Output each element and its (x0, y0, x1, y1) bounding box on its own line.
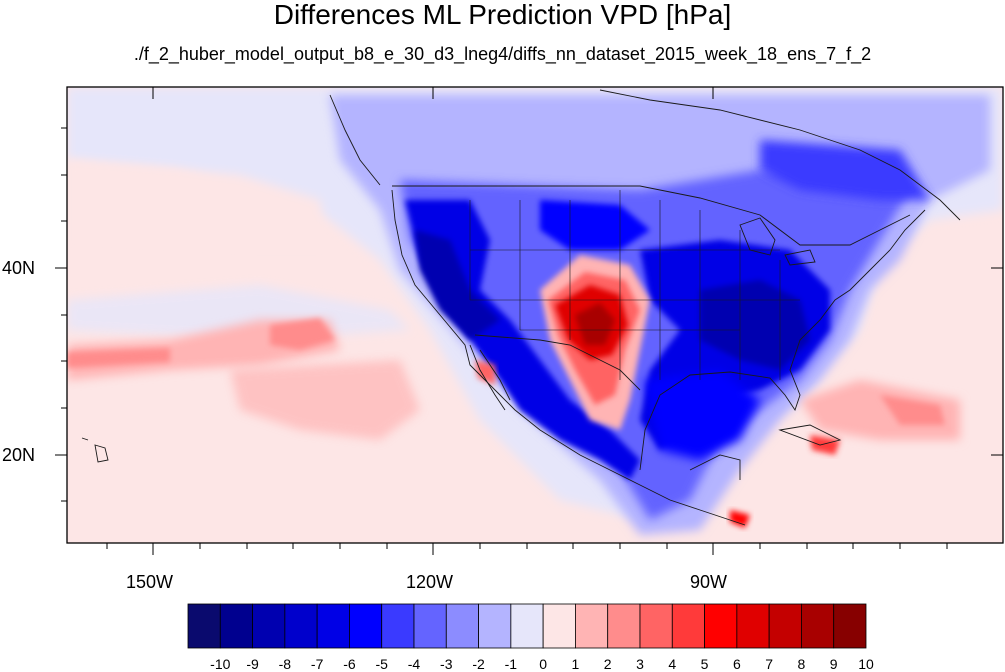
colorbar-swatch (736, 603, 770, 649)
hawaii (81, 437, 109, 463)
us-mexico-border (474, 334, 641, 391)
colorbar-swatch (639, 603, 673, 649)
cuba (778, 424, 842, 446)
yucatan-line (689, 454, 741, 480)
great-plains-blue (540, 200, 650, 250)
great-lakes (739, 217, 816, 266)
gulf-blue (645, 370, 760, 460)
east-deep-blue (700, 280, 810, 370)
colorbar-swatch (219, 603, 253, 649)
canada-blue (760, 140, 930, 200)
canada-coast (329, 89, 961, 221)
colorbar-label: -5 (375, 656, 388, 672)
west-coast-line (391, 189, 746, 526)
colorbar-label: -9 (246, 656, 259, 672)
plot-subtitle: ./f_2_huber_model_output_b8_e_30_d3_lneg… (133, 44, 872, 64)
colorbar-swatch (316, 603, 350, 649)
colorbar-swatch (445, 603, 479, 649)
colorbar-swatch (542, 603, 576, 649)
colorbar-swatch (575, 603, 609, 649)
baja-line (469, 344, 511, 411)
colorbar-swatch (768, 603, 802, 649)
y-tick-label-20n: 20N (2, 445, 36, 465)
atlantic-red (880, 395, 945, 425)
plot-title: Differences ML Prediction VPD [hPa] (273, 0, 732, 30)
colorbar-swatch (671, 603, 705, 649)
pacific-pink-south (230, 360, 420, 440)
gulf-coast-line (639, 209, 926, 471)
x-tick-label-90w: 90W (690, 572, 728, 592)
map-field (67, 87, 1003, 543)
x-tick-label-150w: 150W (126, 572, 174, 592)
colorbar-swatch (381, 603, 415, 649)
pacific-red-strip (67, 348, 170, 368)
x-tick-label-120w: 120W (406, 572, 454, 592)
colorbar-label: 9 (829, 656, 838, 672)
southwest-red-peak (575, 303, 615, 345)
colorbar-swatch (478, 603, 512, 649)
colorbar-swatch (252, 603, 286, 649)
colorbar-label: -8 (278, 656, 292, 672)
colorbar-label: -2 (472, 656, 485, 672)
colorbar-label: 8 (797, 656, 806, 672)
colorbar-label: 7 (765, 656, 774, 672)
colorbar-label: 2 (603, 656, 612, 672)
baja-red (475, 360, 495, 385)
colorbar-label: -10 (210, 656, 231, 672)
pacific-red-patch (270, 318, 335, 350)
colorbar-swatch (187, 603, 221, 649)
colorbar-label: 6 (732, 656, 741, 672)
colorbar-label: 3 (636, 656, 644, 672)
colorbar-label: 10 (858, 656, 874, 672)
colorbar-swatch (413, 603, 447, 649)
colorbar-swatch (510, 603, 544, 649)
colorbar-label: -4 (407, 656, 421, 672)
colorbar-label: 4 (668, 656, 677, 672)
colorbar-swatch (284, 603, 318, 649)
colorbar-label: 5 (700, 656, 709, 672)
y-tick-label-40n: 40N (2, 258, 36, 278)
colorbar-swatch (801, 603, 835, 649)
axis-ticks (55, 87, 1003, 555)
west-strong-blue (405, 200, 640, 480)
colorbar-label: -6 (343, 656, 356, 672)
caribbean-red (810, 435, 840, 455)
colorbar-swatch (833, 603, 867, 649)
colorbar-swatch (349, 603, 383, 649)
colorbar-label: -1 (504, 656, 518, 672)
colorbar-swatch (704, 603, 738, 649)
coastlines (81, 89, 961, 526)
colorbar-label: -3 (440, 656, 453, 672)
colorbar (187, 603, 867, 649)
colorbar-swatch (607, 603, 641, 649)
state-lines (469, 190, 800, 380)
colorbar-label: -7 (310, 656, 324, 672)
colorbar-label: 0 (539, 656, 548, 672)
us-canada-border (392, 185, 911, 246)
central-america-red (730, 510, 750, 528)
colorbar-label: 1 (571, 656, 580, 672)
north-pacific-pink (67, 160, 330, 260)
west-deep-blue (415, 230, 500, 340)
